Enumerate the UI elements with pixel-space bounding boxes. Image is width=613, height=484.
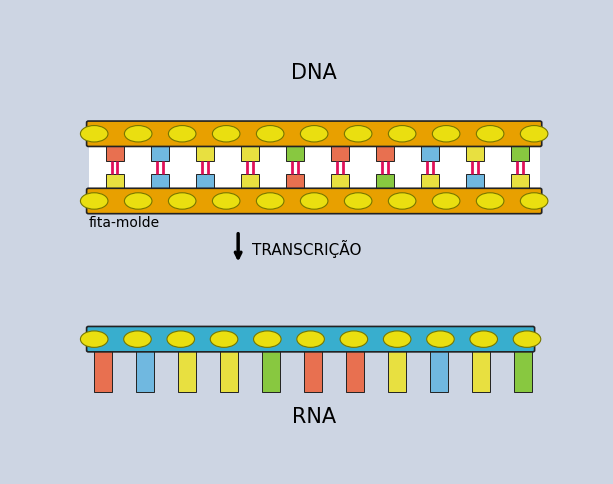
Bar xyxy=(105,146,124,161)
Ellipse shape xyxy=(124,331,151,348)
Ellipse shape xyxy=(169,194,196,210)
Bar xyxy=(511,175,529,190)
Ellipse shape xyxy=(124,194,152,210)
Ellipse shape xyxy=(432,126,460,143)
Bar xyxy=(376,175,394,190)
Bar xyxy=(466,146,484,161)
Bar xyxy=(388,351,406,393)
Ellipse shape xyxy=(300,126,328,143)
FancyBboxPatch shape xyxy=(86,122,542,147)
Ellipse shape xyxy=(124,126,152,143)
Ellipse shape xyxy=(212,194,240,210)
Ellipse shape xyxy=(476,126,504,143)
Ellipse shape xyxy=(520,126,548,143)
Ellipse shape xyxy=(297,331,324,348)
Ellipse shape xyxy=(167,331,194,348)
Ellipse shape xyxy=(80,331,108,348)
Bar xyxy=(472,351,490,393)
Bar xyxy=(331,146,349,161)
Bar xyxy=(346,351,364,393)
Ellipse shape xyxy=(432,194,460,210)
Ellipse shape xyxy=(470,331,498,348)
FancyBboxPatch shape xyxy=(86,189,542,214)
Bar xyxy=(196,175,214,190)
Bar xyxy=(151,146,169,161)
Bar xyxy=(331,175,349,190)
Ellipse shape xyxy=(80,194,108,210)
FancyBboxPatch shape xyxy=(86,327,535,352)
Ellipse shape xyxy=(169,126,196,143)
Bar xyxy=(262,351,280,393)
Ellipse shape xyxy=(256,126,284,143)
Ellipse shape xyxy=(513,331,541,348)
Bar xyxy=(430,351,448,393)
Bar xyxy=(421,146,439,161)
Bar xyxy=(196,146,214,161)
Bar xyxy=(105,175,124,190)
Ellipse shape xyxy=(476,194,504,210)
Ellipse shape xyxy=(212,126,240,143)
Bar xyxy=(286,175,304,190)
Ellipse shape xyxy=(256,194,284,210)
Text: TRANSCRIÇÃO: TRANSCRIÇÃO xyxy=(253,240,362,258)
Bar xyxy=(304,351,322,393)
Bar xyxy=(421,175,439,190)
Bar xyxy=(220,351,238,393)
Bar xyxy=(178,351,196,393)
Ellipse shape xyxy=(345,194,372,210)
Bar xyxy=(376,146,394,161)
Bar xyxy=(151,175,169,190)
Bar xyxy=(511,146,529,161)
Ellipse shape xyxy=(254,331,281,348)
Bar xyxy=(466,175,484,190)
Ellipse shape xyxy=(210,331,238,348)
Bar xyxy=(286,146,304,161)
Ellipse shape xyxy=(389,194,416,210)
Text: DNA: DNA xyxy=(291,63,337,83)
Bar xyxy=(241,146,259,161)
Bar xyxy=(241,175,259,190)
Ellipse shape xyxy=(340,331,368,348)
Bar xyxy=(514,351,532,393)
Ellipse shape xyxy=(389,126,416,143)
Ellipse shape xyxy=(345,126,372,143)
Bar xyxy=(94,351,112,393)
Ellipse shape xyxy=(520,194,548,210)
Text: RNA: RNA xyxy=(292,406,336,426)
Bar xyxy=(88,146,540,190)
Ellipse shape xyxy=(300,194,328,210)
Ellipse shape xyxy=(80,126,108,143)
Ellipse shape xyxy=(383,331,411,348)
Bar xyxy=(135,351,154,393)
Text: fita-molde: fita-molde xyxy=(88,215,159,229)
Ellipse shape xyxy=(427,331,454,348)
